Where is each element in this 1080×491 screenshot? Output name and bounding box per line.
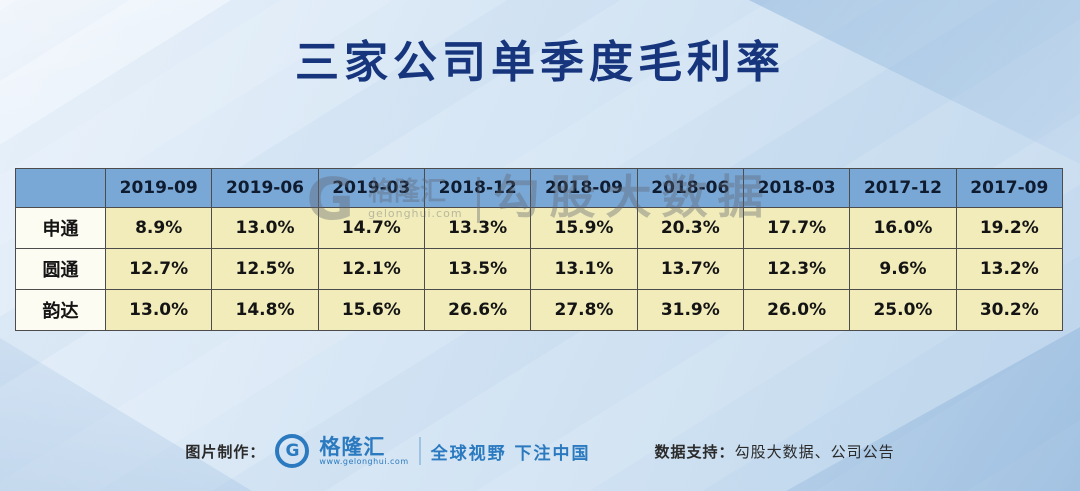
data-support-value: 勾股大数据、公司公告 [734, 442, 895, 461]
table-cell: 9.6% [849, 248, 957, 290]
row-name: 申通 [15, 207, 106, 249]
table-cell: 31.9% [636, 289, 744, 331]
table-cell: 19.2% [955, 207, 1064, 249]
table-cell: 13.0% [104, 289, 213, 331]
made-by-label: 图片制作： [185, 442, 266, 461]
table-cell: 13.1% [530, 248, 638, 290]
brand-slogan: 全球视野 下注中国 [430, 443, 591, 464]
data-support-label: 数据支持： [654, 442, 735, 461]
table-cell: 20.3% [636, 207, 744, 249]
page-title: 三家公司单季度毛利率 [295, 37, 785, 88]
table-cell: 14.7% [317, 207, 425, 249]
col-header: 2019-09 [104, 168, 213, 208]
col-header: 2017-09 [955, 168, 1064, 208]
table-row-shentong: 申通 8.9% 13.0% 14.7% 13.3% 15.9% 20.3% 17… [15, 207, 1064, 249]
table-cell: 15.6% [317, 289, 425, 331]
col-header: 2019-03 [317, 168, 425, 208]
table-cell: 25.0% [849, 289, 957, 331]
data-table: 2019-09 2019-06 2019-03 2018-12 2018-09 … [15, 168, 1064, 331]
table-cell: 12.5% [211, 248, 319, 290]
row-name: 韵达 [15, 289, 106, 331]
table-cell: 27.8% [530, 289, 638, 331]
col-header: 2019-06 [211, 168, 319, 208]
footer-divider [418, 437, 421, 465]
table-cell: 13.7% [636, 248, 744, 290]
row-name: 圆通 [15, 248, 106, 290]
table-cell: 26.6% [423, 289, 532, 331]
corner-cell [15, 168, 106, 208]
table-cell: 12.3% [742, 248, 851, 290]
table-cell: 16.0% [849, 207, 957, 249]
col-header: 2018-03 [742, 168, 851, 208]
gross-margin-table: 2019-09 2019-06 2019-03 2018-12 2018-09 … [15, 168, 1064, 331]
col-header: 2018-12 [423, 168, 532, 208]
table-cell: 15.9% [530, 207, 638, 249]
table-cell: 12.1% [317, 248, 425, 290]
table-cell: 13.3% [423, 207, 532, 249]
table-cell: 26.0% [742, 289, 851, 331]
header-row: 2019-09 2019-06 2019-03 2018-12 2018-09 … [15, 168, 1064, 208]
table-cell: 13.0% [211, 207, 319, 249]
table-cell: 8.9% [104, 207, 213, 249]
col-header: 2018-09 [530, 168, 638, 208]
table-cell: 14.8% [211, 289, 319, 331]
col-header: 2018-06 [636, 168, 744, 208]
footer-credit: 图片制作： G 格隆汇 www.gelonghui.com 全球视野 下注中国 [185, 434, 590, 468]
gelonghui-logo-icon: G [275, 434, 310, 468]
table-cell: 30.2% [955, 289, 1064, 331]
col-header: 2017-12 [849, 168, 957, 208]
footer: 图片制作： G 格隆汇 www.gelonghui.com 全球视野 下注中国 … [0, 434, 1080, 468]
brand-name: 格隆汇 [319, 434, 386, 459]
footer-data-support: 数据支持：勾股大数据、公司公告 [655, 441, 895, 462]
table-cell: 13.5% [423, 248, 532, 290]
brand-url: www.gelonghui.com [319, 456, 409, 466]
table-row-yuantong: 圆通 12.7% 12.5% 12.1% 13.5% 13.1% 13.7% 1… [15, 248, 1064, 290]
table-cell: 13.2% [955, 248, 1064, 290]
table-cell: 12.7% [104, 248, 213, 290]
table-cell: 17.7% [742, 207, 851, 249]
table-row-yunda: 韵达 13.0% 14.8% 15.6% 26.6% 27.8% 31.9% 2… [15, 289, 1064, 331]
